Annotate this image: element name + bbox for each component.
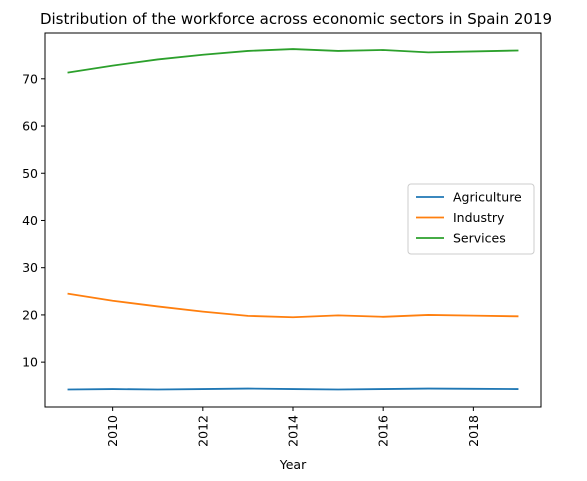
legend-box [407,183,535,255]
y-axis: 10 20 30 40 50 60 70 [22,71,45,370]
x-tick-label: 2016 [376,415,391,447]
y-tick-label: 30 [22,260,38,275]
series-line-agriculture [67,387,519,391]
x-tick-label: 2014 [286,415,301,447]
x-tick-label: 2010 [105,415,120,447]
y-tick-label: 50 [22,166,38,181]
legend-label-agriculture: Agriculture [453,190,522,205]
legend: Agriculture Industry Services [407,183,535,255]
x-tick-label: 2012 [195,415,210,447]
legend-label-industry: Industry [453,210,505,225]
y-tick-label: 70 [22,71,38,86]
x-tick-label: 2018 [466,415,481,447]
y-tick-label: 10 [22,355,38,370]
y-tick-label: 20 [22,307,38,322]
chart-title: Distribution of the workforce across eco… [40,10,552,28]
legend-label-services: Services [453,231,506,246]
x-axis: 2010 2012 2014 2016 2018 [105,407,481,447]
y-tick-label: 60 [22,119,38,134]
y-tick-label: 40 [22,213,38,228]
x-axis-label: Year [279,457,307,472]
series-line-services [67,48,519,74]
series-layer [67,48,519,391]
series-line-industry [67,292,519,319]
